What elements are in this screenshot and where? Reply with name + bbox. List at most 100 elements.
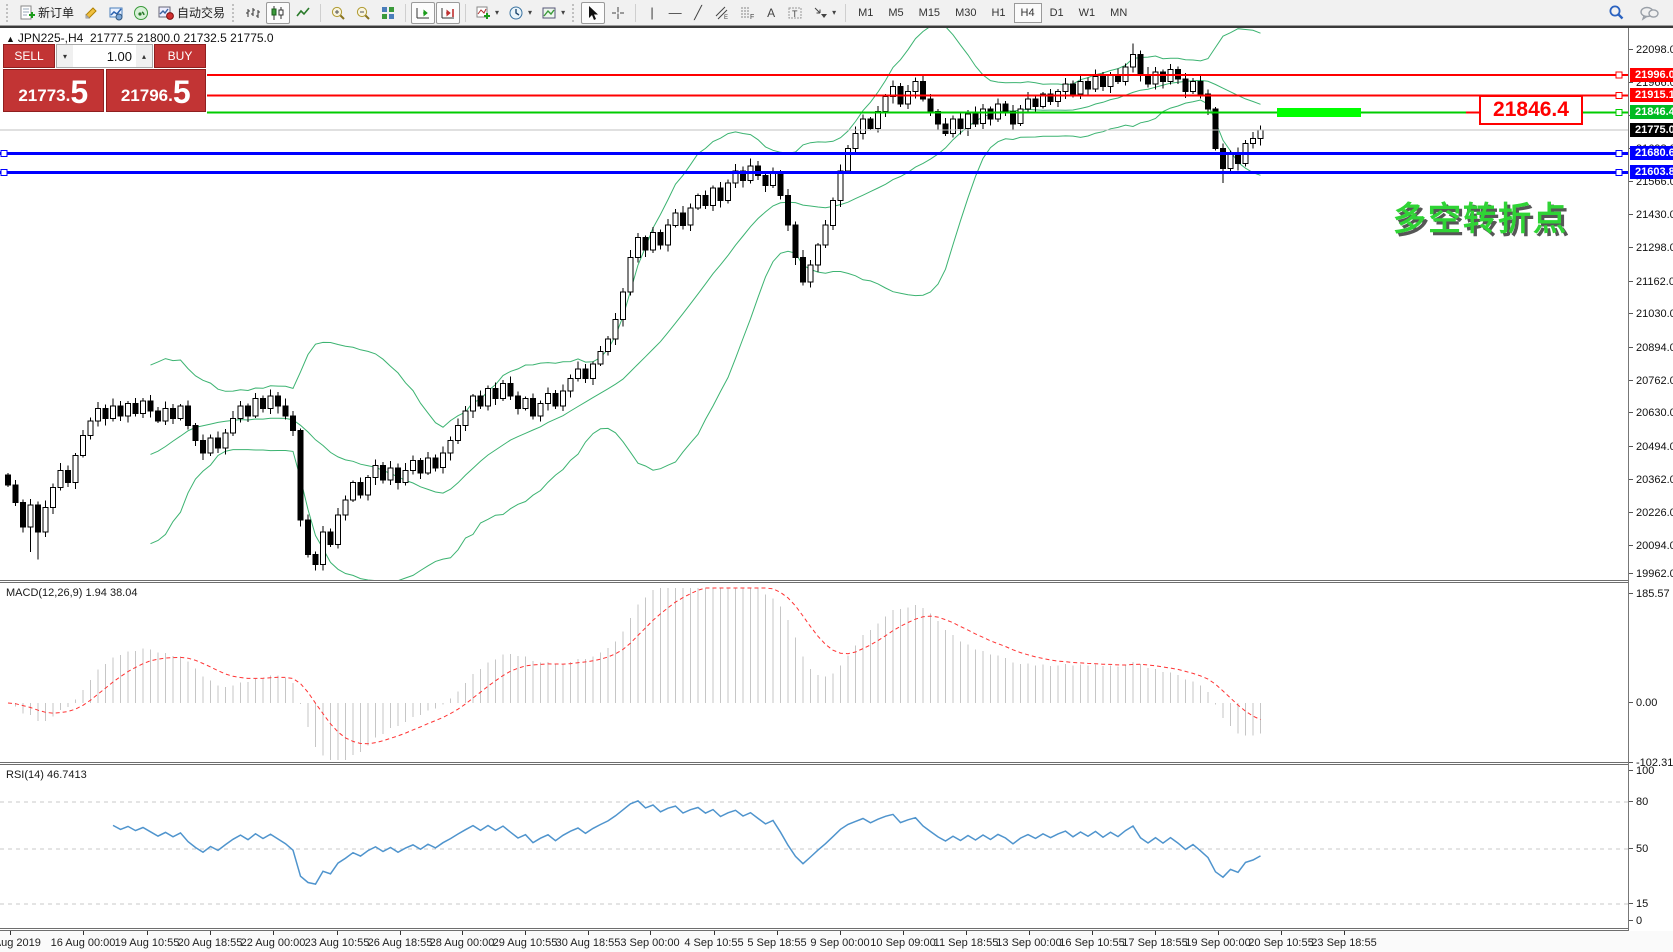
highlight-zone[interactable]: [1277, 107, 1361, 117]
market-watch-button[interactable]: [104, 2, 128, 24]
buy-price-panel[interactable]: 21796. 5: [105, 69, 206, 112]
volume-decrease-button[interactable]: ▾: [57, 45, 73, 67]
candle-bull: [815, 244, 821, 266]
autotrading-label: 自动交易: [177, 6, 226, 20]
timeframe-m30-button[interactable]: M30: [955, 6, 977, 19]
chinese-annotation[interactable]: 多空转折点: [1393, 200, 1568, 237]
volume-input[interactable]: [73, 45, 136, 67]
market-watch-icon: [109, 7, 123, 20]
indicators-button[interactable]: ▾: [471, 2, 503, 24]
window-border: [0, 26, 1673, 28]
timeframe-w1-button[interactable]: W1: [1078, 6, 1096, 19]
candle-bull: [875, 110, 881, 130]
text-label-tool[interactable]: T: [783, 2, 807, 24]
time-tick-mark: [650, 931, 651, 935]
candle-bear: [972, 113, 979, 125]
cursor-tool-button[interactable]: [581, 1, 606, 24]
zoom-in-button[interactable]: [326, 2, 350, 24]
bar-chart-button[interactable]: [241, 2, 265, 24]
search-button[interactable]: [1604, 2, 1629, 24]
candle-bull: [545, 393, 551, 404]
timeframe-m1-button[interactable]: M1: [858, 6, 874, 19]
channel-tool[interactable]: E: [710, 2, 734, 24]
sell-button[interactable]: SELL: [3, 44, 55, 68]
crosshair-tool-button[interactable]: [606, 2, 630, 24]
candle-bull: [470, 395, 476, 412]
panel-separator[interactable]: [0, 762, 1673, 765]
candle-bull: [807, 264, 814, 283]
svg-text:E: E: [724, 15, 728, 21]
zoom-out-button[interactable]: [351, 2, 375, 24]
candle-bear: [170, 407, 176, 419]
auto-scroll-button[interactable]: [411, 1, 436, 24]
time-tick-label: 23 Aug 10:55: [304, 937, 370, 949]
chart-title: ▲ JPN225-,H4 21777.5 21800.0 21732.5 2177…: [6, 31, 274, 45]
collapse-one-click-arrow[interactable]: ▲: [6, 34, 15, 44]
text-tool[interactable]: A: [760, 2, 782, 24]
metaeditor-button[interactable]: [79, 2, 103, 24]
templates-button[interactable]: ▾: [537, 2, 569, 24]
ohlc-low: 21732.5: [183, 31, 227, 45]
price-callout-label[interactable]: 21846.4: [1479, 95, 1583, 125]
candle-bull: [635, 237, 641, 258]
line-anchor-handle[interactable]: [0, 149, 8, 157]
signals-button[interactable]: [129, 2, 153, 24]
horizontal-line-tool[interactable]: —: [664, 2, 686, 24]
line-anchor-handle[interactable]: [1615, 149, 1623, 157]
price-level-badge: 21846.4: [1630, 105, 1673, 120]
time-tick-label: 19 Sep 00:00: [1185, 937, 1251, 949]
timeframe-m15-button[interactable]: M15: [918, 6, 941, 19]
candle-bull: [402, 469, 409, 484]
line-anchor-handle[interactable]: [1615, 71, 1623, 79]
crosshair-icon: [612, 6, 625, 19]
autotrading-icon: [158, 6, 174, 20]
trendline-tool[interactable]: ╱: [687, 2, 709, 24]
autotrading-button[interactable]: 自动交易: [154, 2, 229, 24]
line-anchor-handle[interactable]: [1615, 108, 1623, 116]
new-order-button[interactable]: 新订单: [15, 2, 78, 24]
candle-bear: [920, 81, 926, 100]
price-tick-label: 20630.0: [1629, 407, 1673, 419]
arrows-tool[interactable]: ▾: [808, 2, 840, 24]
chat-button[interactable]: [1635, 2, 1663, 24]
price-level-badge: 21603.8: [1630, 165, 1673, 180]
price-tick-label: 20894.0: [1629, 342, 1673, 354]
toolbar-right: [1604, 2, 1669, 24]
vertical-line-tool[interactable]: |: [641, 2, 663, 24]
candle-bull: [1130, 54, 1136, 68]
chart-shift-button[interactable]: [436, 1, 461, 24]
time-tick-mark: [273, 931, 274, 935]
buy-button[interactable]: BUY: [154, 44, 206, 68]
candlestick-chart-button[interactable]: [266, 1, 291, 24]
time-tick-mark: [400, 931, 401, 935]
timeframe-d1-button[interactable]: D1: [1049, 6, 1064, 19]
time-tick-label: 22 Aug 00:00: [240, 937, 306, 949]
timeframe-h4-button[interactable]: H4: [1013, 2, 1042, 23]
timeframe-h1-button[interactable]: H1: [991, 6, 1006, 19]
candle-bear: [755, 165, 761, 177]
main-chart-canvas[interactable]: [0, 28, 1628, 580]
timeframe-m5-button[interactable]: M5: [888, 6, 904, 19]
volume-increase-button[interactable]: ▴: [136, 45, 152, 67]
candle-bear: [357, 482, 364, 496]
timeframe-mn-button[interactable]: MN: [1110, 6, 1128, 19]
candle-bear: [582, 368, 589, 380]
macd-panel-canvas[interactable]: [0, 584, 1628, 762]
time-tick-label: 29 Aug 10:55: [492, 937, 558, 949]
panel-separator[interactable]: [0, 580, 1673, 583]
rsi-panel-canvas[interactable]: [0, 766, 1628, 928]
sell-price-panel[interactable]: 21773. 5: [3, 69, 104, 112]
candle-bear: [1002, 103, 1009, 112]
candle-bear: [1100, 76, 1106, 88]
line-anchor-handle[interactable]: [1615, 91, 1623, 99]
line-chart-button[interactable]: [291, 2, 315, 24]
fibonacci-tool[interactable]: F: [735, 2, 759, 24]
time-tick-mark: [337, 931, 338, 935]
line-anchor-handle[interactable]: [0, 168, 8, 176]
line-anchor-handle[interactable]: [1615, 168, 1623, 176]
candle-bull: [912, 81, 919, 93]
price-axis[interactable]: 22098.021966.021830.021698.021566.021430…: [1628, 28, 1673, 931]
periods-button[interactable]: ▾: [504, 2, 536, 24]
tile-windows-button[interactable]: [376, 2, 400, 24]
